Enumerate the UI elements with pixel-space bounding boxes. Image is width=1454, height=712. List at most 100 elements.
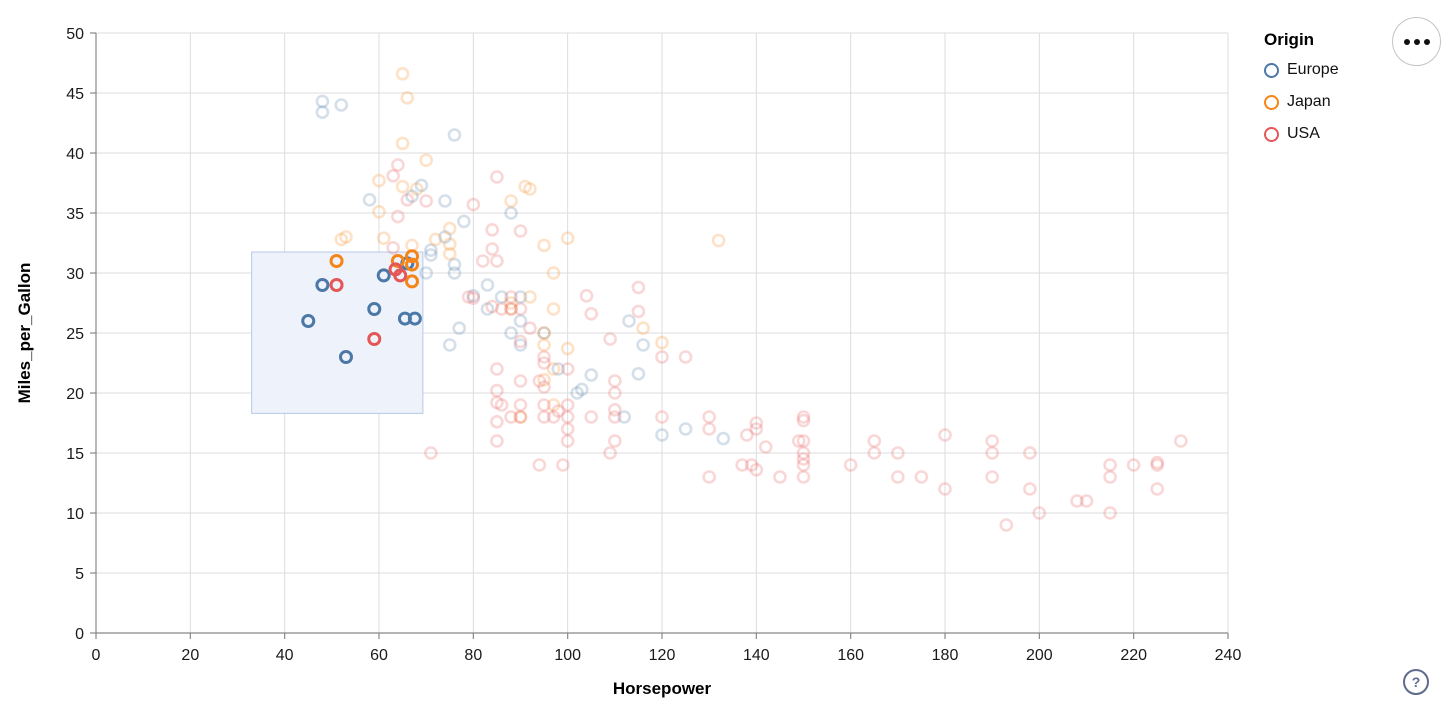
data-point-japan	[339, 230, 353, 244]
data-point-japan	[442, 247, 457, 261]
y-tick-label: 25	[66, 326, 84, 343]
data-point-europe	[636, 338, 650, 352]
x-tick-label: 120	[649, 647, 676, 664]
data-point-usa	[475, 254, 490, 268]
y-tick-label: 35	[66, 206, 84, 223]
data-point-usa	[513, 398, 528, 412]
legend-label: Japan	[1287, 93, 1331, 110]
data-point-usa	[584, 410, 599, 424]
data-point-usa	[504, 290, 518, 304]
data-point-usa	[914, 470, 929, 484]
data-point-usa	[546, 410, 561, 424]
data-point-usa	[485, 299, 500, 314]
data-point-usa	[490, 362, 504, 376]
data-point-europe	[678, 422, 693, 436]
data-point-usa	[744, 458, 759, 472]
help-button[interactable]: ?	[1403, 669, 1429, 695]
data-point-usa	[1103, 458, 1117, 472]
y-tick-label: 20	[66, 386, 84, 403]
data-point-usa	[796, 410, 811, 424]
data-point-usa	[466, 197, 481, 212]
data-point-usa	[466, 291, 481, 306]
data-point-usa	[631, 280, 646, 295]
brush-selection[interactable]	[251, 251, 424, 414]
chart-menu-button[interactable]	[1392, 17, 1441, 66]
data-point-usa	[560, 434, 575, 448]
legend-title: Origin	[1264, 30, 1315, 49]
x-tick-label: 220	[1120, 647, 1147, 664]
y-tick-label: 30	[66, 266, 84, 283]
data-point-japan	[395, 67, 410, 81]
data-point-europe	[504, 326, 518, 340]
y-tick-label: 15	[66, 446, 84, 463]
data-point-japan	[560, 231, 575, 245]
data-point-japan	[419, 153, 433, 167]
data-point-usa	[400, 193, 415, 207]
data-point-usa	[490, 395, 504, 410]
data-point-usa	[749, 462, 764, 477]
legend-item-usa: USA	[1264, 123, 1339, 145]
data-point-usa	[1150, 458, 1165, 472]
data-point-usa	[740, 428, 754, 442]
data-point-europe	[622, 314, 636, 328]
data-point-usa	[386, 241, 400, 255]
data-point-usa	[579, 288, 594, 303]
data-point-europe	[315, 94, 330, 109]
data-point-europe	[438, 230, 452, 244]
data-point-europe	[438, 194, 452, 208]
data-point-japan	[546, 362, 561, 376]
data-point-usa	[523, 321, 537, 336]
data-point-usa	[391, 158, 405, 172]
data-point-europe	[442, 338, 457, 352]
data-point-japan	[442, 237, 457, 251]
data-point-usa	[608, 402, 622, 417]
ellipsis-icon	[1403, 38, 1430, 45]
data-point-europe	[631, 366, 646, 381]
x-tick-label: 100	[554, 647, 581, 664]
data-point-japan	[405, 274, 420, 289]
data-point-usa	[560, 398, 575, 412]
x-tick-label: 140	[743, 647, 770, 664]
data-point-usa	[791, 434, 806, 448]
data-point-europe	[570, 386, 584, 400]
data-point-usa	[985, 434, 999, 448]
data-point-usa	[537, 380, 551, 394]
data-point-usa	[490, 254, 504, 268]
data-point-japan	[518, 179, 533, 194]
data-point-usa	[891, 446, 905, 460]
data-point-usa	[843, 458, 858, 472]
data-point-japan	[537, 326, 551, 340]
data-point-europe	[315, 105, 330, 119]
data-point-usa	[702, 422, 716, 436]
y-axis-title: Miles_per_Gallon	[15, 263, 34, 404]
legend-item-japan: Japan	[1264, 91, 1339, 113]
data-point-usa	[796, 413, 811, 428]
data-point-usa	[608, 386, 622, 400]
data-point-usa	[796, 434, 811, 448]
legend-item-europe: Europe	[1264, 59, 1339, 81]
data-point-usa	[655, 350, 669, 364]
x-tick-label: 80	[464, 647, 482, 664]
data-point-usa	[1126, 458, 1141, 472]
data-point-usa	[537, 398, 551, 412]
data-point-usa	[796, 458, 811, 472]
data-point-europe	[301, 314, 316, 328]
data-point-usa	[678, 350, 693, 364]
data-point-usa	[608, 434, 622, 448]
data-point-europe	[367, 302, 382, 316]
data-point-japan	[513, 410, 528, 424]
data-point-usa	[758, 440, 773, 454]
data-point-usa	[537, 350, 551, 364]
data-point-europe	[504, 206, 518, 220]
data-point-usa	[1150, 455, 1165, 470]
data-point-japan	[395, 179, 410, 194]
data-point-usa	[1023, 482, 1037, 496]
data-point-japan	[442, 221, 457, 236]
x-tick-label: 160	[837, 647, 864, 664]
data-point-japan	[400, 91, 415, 105]
data-point-usa	[999, 518, 1014, 532]
data-point-usa	[386, 169, 400, 183]
data-point-japan	[329, 254, 344, 268]
